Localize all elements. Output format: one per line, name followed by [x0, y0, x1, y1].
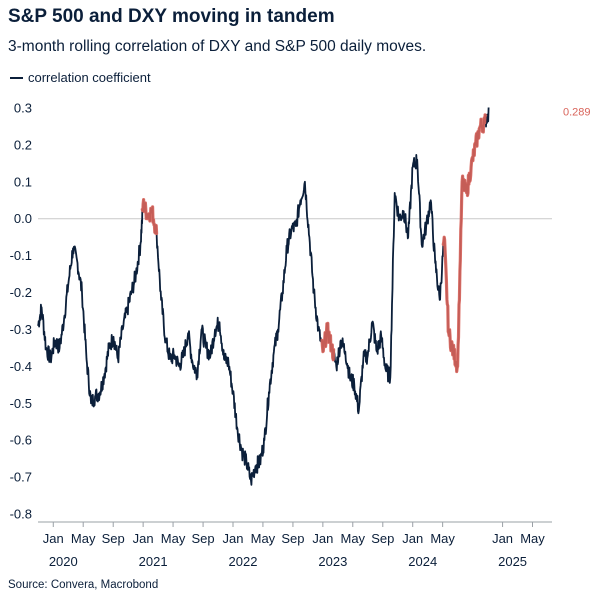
y-tick-label: -0.4 [10, 359, 32, 374]
x-tick-label: May [340, 531, 365, 546]
x-tick-label: Jan [43, 531, 64, 546]
x-tick-label: Jan [223, 531, 244, 546]
x-tick-label: Sep [371, 531, 394, 546]
x-year-label: 2020 [49, 554, 78, 569]
x-tick-label: Sep [192, 531, 215, 546]
source-note: Source: Convera, Macrobond [8, 579, 159, 591]
x-tick-label: Jan [133, 531, 154, 546]
y-tick-label: 0.2 [14, 137, 32, 152]
positive-correlation-highlight [140, 198, 159, 236]
y-tick-label: -0.7 [10, 470, 32, 485]
x-tick-label: Jan [312, 531, 333, 546]
last-value-label: 0.289 [563, 107, 591, 119]
y-tick-label: 0.3 [14, 101, 32, 116]
x-year-label: 2022 [229, 554, 258, 569]
chart-subtitle: 3-month rolling correlation of DXY and S… [8, 38, 427, 55]
x-tick-label: Sep [102, 531, 125, 546]
x-year-label: 2024 [408, 554, 437, 569]
x-year-label: 2025 [498, 554, 527, 569]
y-tick-label: 0.1 [14, 174, 32, 189]
y-tick-label: -0.5 [10, 396, 32, 411]
x-tick-label: May [520, 531, 545, 546]
chart-title: S&P 500 and DXY moving in tandem [8, 6, 335, 27]
y-tick-label: -0.2 [10, 285, 32, 300]
x-year-label: 2023 [318, 554, 347, 569]
x-tick-label: May [430, 531, 455, 546]
y-tick-label: -0.6 [10, 433, 32, 448]
y-tick-label: -0.3 [10, 322, 32, 337]
x-tick-label: Sep [281, 531, 304, 546]
x-tick-label: May [251, 531, 276, 546]
x-tick-label: May [161, 531, 186, 546]
positive-correlation-highlight [320, 321, 336, 362]
y-tick-label: 0.0 [14, 211, 32, 226]
positive-correlation-highlight [441, 113, 488, 374]
legend: correlation coefficient [10, 70, 151, 85]
legend-swatch [10, 76, 23, 79]
y-tick-label: -0.1 [10, 248, 32, 263]
correlation-line [37, 107, 490, 486]
x-tick-label: May [71, 531, 96, 546]
x-tick-label: Jan [402, 531, 423, 546]
legend-label: correlation coefficient [28, 70, 151, 85]
x-tick-label: Jan [492, 531, 513, 546]
x-year-label: 2021 [139, 554, 168, 569]
y-tick-label: -0.8 [10, 507, 32, 522]
